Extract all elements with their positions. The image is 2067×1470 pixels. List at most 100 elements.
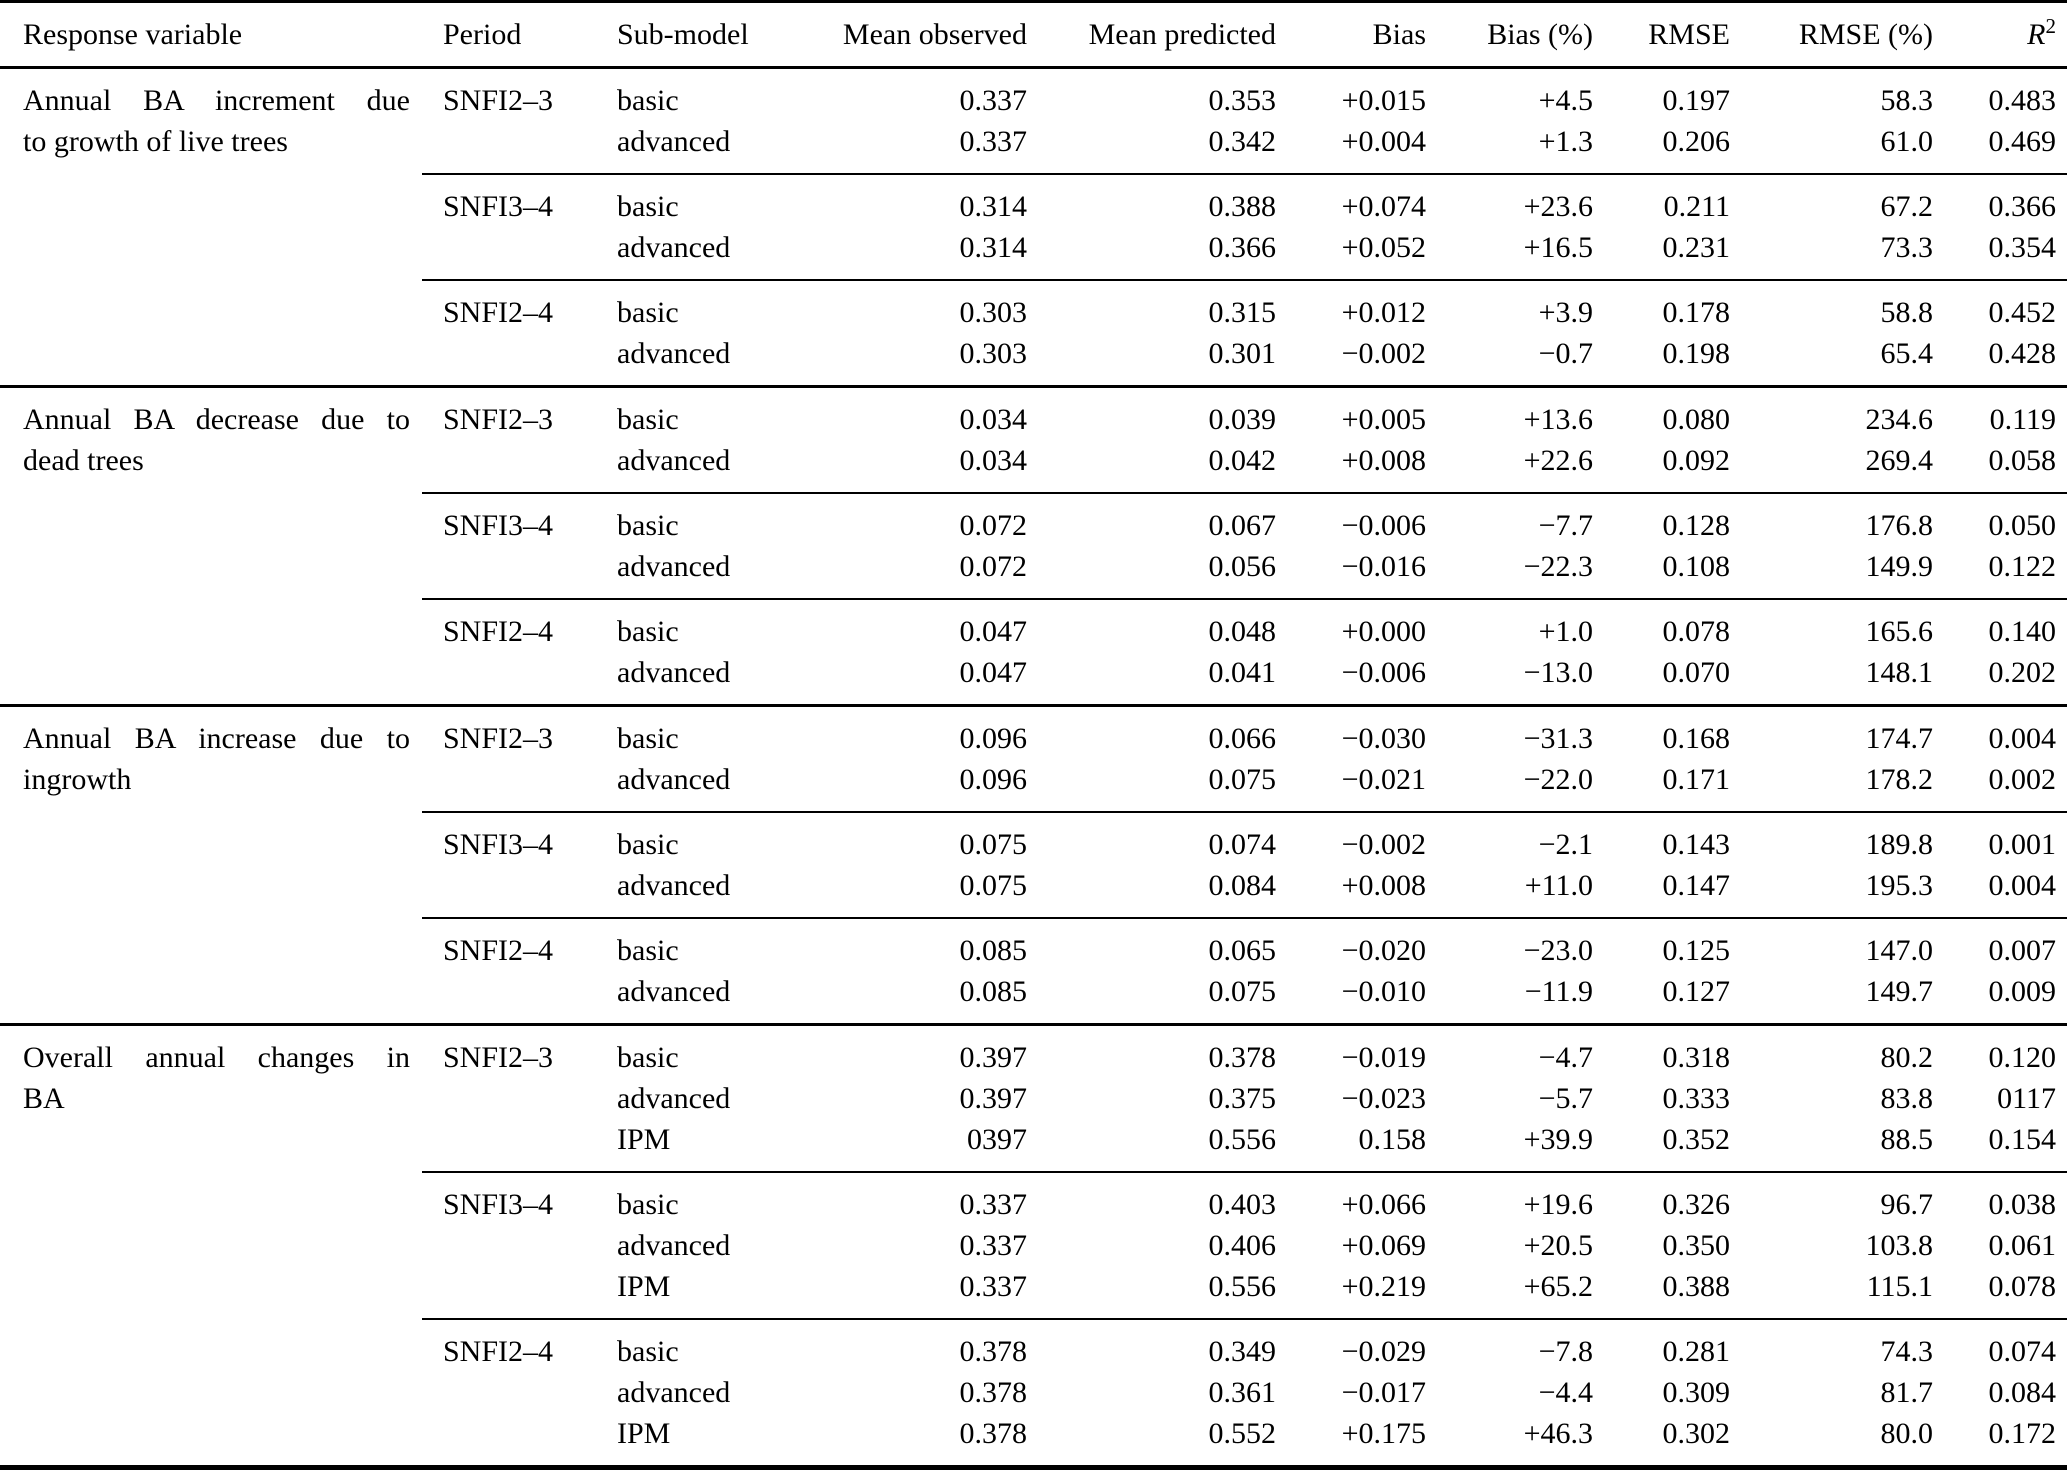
cell-mean-observed: 0.314 bbox=[959, 190, 1028, 223]
table-row: SNFI3–4 basic 0.337 0.403 +0.066 +19.6 0.326 96… bbox=[0, 1184, 2067, 1225]
cell-period bbox=[422, 440, 605, 481]
cell-sub-model: basic bbox=[617, 1335, 679, 1368]
cell-r2: 0.119 bbox=[1989, 403, 2056, 436]
cell-r2: 0.084 bbox=[1988, 1376, 2057, 1409]
header-mean-predicted: Mean predicted bbox=[1088, 18, 1276, 51]
cell-rmse: 0.197 bbox=[1662, 84, 1731, 117]
cell-mean-predicted: 0.042 bbox=[1208, 444, 1277, 477]
response-variable-line: Annual BA increment due bbox=[23, 84, 410, 117]
cell-rmse: 0.125 bbox=[1662, 934, 1731, 967]
cell-response-spacer bbox=[0, 865, 422, 906]
cell-r2: 0.120 bbox=[1988, 1041, 2057, 1074]
cell-mean-predicted: 0.403 bbox=[1208, 1188, 1277, 1221]
cell-rmse-pct: 65.4 bbox=[1880, 337, 1934, 370]
cell-bias: −0.010 bbox=[1341, 975, 1426, 1008]
cell-response-spacer bbox=[0, 227, 422, 268]
cell-bias: +0.004 bbox=[1341, 125, 1426, 158]
cell-rmse-pct: 103.8 bbox=[1865, 1229, 1934, 1262]
period-group: SNFI2–4 basic 0.047 0.048 +0.000 +1.0 0.078 165… bbox=[0, 600, 2067, 704]
cell-response-spacer bbox=[0, 1331, 422, 1372]
cell-period bbox=[422, 121, 605, 162]
cell-response-spacer bbox=[0, 971, 422, 1012]
table-row: SNFI2–4 basic 0.303 0.315 +0.012 +3.9 0.178 58.… bbox=[0, 292, 2067, 333]
cell-bias: −0.020 bbox=[1341, 934, 1426, 967]
cell-bias-pct: −4.4 bbox=[1538, 1376, 1593, 1409]
cell-rmse-pct: 176.8 bbox=[1865, 509, 1934, 542]
period-group: SNFI2–4 basic 0.378 0.349 −0.029 −7.8 0.281 74.… bbox=[0, 1320, 2067, 1465]
table-row: advanced 0.096 0.075 −0.021 −22.0 0.171 178.2 0… bbox=[0, 759, 2067, 800]
cell-response-spacer bbox=[0, 824, 422, 865]
cell-sub-model: basic bbox=[617, 722, 679, 755]
cell-rmse-pct: 165.6 bbox=[1865, 615, 1934, 648]
cell-response-spacer bbox=[0, 1225, 422, 1266]
cell-rmse-pct: 195.3 bbox=[1865, 869, 1934, 902]
cell-period: SNFI3–4 bbox=[443, 509, 554, 542]
cell-response-spacer bbox=[0, 930, 422, 971]
cell-bias: −0.029 bbox=[1341, 1335, 1426, 1368]
cell-response-spacer bbox=[0, 333, 422, 374]
r-squared-base: R bbox=[2027, 18, 2046, 51]
cell-r2: 0.001 bbox=[1988, 828, 2057, 861]
cell-period: SNFI2–4 bbox=[443, 934, 554, 967]
cell-mean-observed: 0.075 bbox=[959, 828, 1028, 861]
cell-r2: 0117 bbox=[1997, 1082, 2056, 1115]
cell-mean-observed: 0.337 bbox=[959, 1229, 1028, 1262]
period-group: SNFI2–3 basic 0.034 0.039 +0.005 +13.6 0.080 23… bbox=[0, 388, 2067, 492]
cell-rmse: 0.178 bbox=[1662, 296, 1731, 329]
table-row: advanced 0.337 0.342 +0.004 +1.3 0.206 61.0 0.4… bbox=[0, 121, 2067, 162]
period-group: SNFI3–4 basic 0.075 0.074 −0.002 −2.1 0.143 189… bbox=[0, 813, 2067, 917]
cell-mean-observed: 0397 bbox=[967, 1123, 1027, 1156]
cell-rmse-pct: 81.7 bbox=[1880, 1376, 1934, 1409]
cell-rmse: 0.333 bbox=[1662, 1082, 1731, 1115]
cell-bias-pct: +3.9 bbox=[1538, 296, 1593, 329]
cell-mean-observed: 0.314 bbox=[959, 231, 1028, 264]
cell-rmse: 0.143 bbox=[1662, 828, 1731, 861]
response-variable-line: BA bbox=[23, 1082, 65, 1115]
r-squared-superscript: 2 bbox=[2045, 14, 2057, 38]
period-group-divider bbox=[422, 1318, 2067, 1320]
cell-sub-model: advanced bbox=[617, 656, 731, 689]
table-row: SNFI3–4 basic 0.072 0.067 −0.006 −7.7 0.128 176… bbox=[0, 505, 2067, 546]
cell-bias-pct: +22.6 bbox=[1523, 444, 1593, 477]
cell-r2: 0.007 bbox=[1988, 934, 2057, 967]
cell-mean-predicted: 0.065 bbox=[1208, 934, 1277, 967]
cell-mean-predicted: 0.361 bbox=[1208, 1376, 1277, 1409]
cell-bias: −0.017 bbox=[1341, 1376, 1426, 1409]
cell-mean-observed: 0.072 bbox=[959, 550, 1028, 583]
cell-rmse: 0.350 bbox=[1662, 1229, 1731, 1262]
table-row: SNFI2–3 basic 0.337 0.353 +0.015 +4.5 0.197 58.… bbox=[0, 80, 2067, 121]
table-row: advanced 0.072 0.056 −0.016 −22.3 0.108 149.9 0… bbox=[0, 546, 2067, 587]
cell-bias: +0.069 bbox=[1341, 1229, 1426, 1262]
period-group: SNFI2–3 basic 0.096 0.066 −0.030 −31.3 0.168 17… bbox=[0, 707, 2067, 811]
table-row: advanced 0.085 0.075 −0.010 −11.9 0.127 149.7 0… bbox=[0, 971, 2067, 1012]
cell-r2: 0.354 bbox=[1988, 231, 2057, 264]
cell-mean-observed: 0.047 bbox=[959, 656, 1028, 689]
table-row: SNFI2–4 basic 0.378 0.349 −0.029 −7.8 0.281 74.… bbox=[0, 1331, 2067, 1372]
cell-sub-model: advanced bbox=[617, 337, 731, 370]
cell-rmse: 0.168 bbox=[1662, 722, 1731, 755]
cell-bias-pct: +23.6 bbox=[1523, 190, 1593, 223]
cell-rmse: 0.302 bbox=[1662, 1417, 1731, 1450]
header-r-squared: R2 bbox=[1933, 3, 2067, 66]
table-row: advanced 0.314 0.366 +0.052 +16.5 0.231 73.3 0.… bbox=[0, 227, 2067, 268]
cell-sub-model: basic bbox=[617, 1041, 679, 1074]
cell-r2: 0.004 bbox=[1988, 722, 2057, 755]
cell-rmse-pct: 234.6 bbox=[1865, 403, 1934, 436]
cell-bias-pct: −4.7 bbox=[1538, 1041, 1593, 1074]
cell-bias: +0.008 bbox=[1341, 444, 1426, 477]
cell-bias: −0.016 bbox=[1341, 550, 1426, 583]
table-row: SNFI2–3 basic 0.034 0.039 +0.005 +13.6 0.080 23… bbox=[0, 399, 2067, 440]
cell-rmse: 0.078 bbox=[1662, 615, 1731, 648]
cell-bias-pct: −5.7 bbox=[1538, 1082, 1593, 1115]
cell-sub-model: advanced bbox=[617, 1376, 731, 1409]
cell-sub-model: advanced bbox=[617, 444, 731, 477]
cell-bias: +0.074 bbox=[1341, 190, 1426, 223]
cell-rmse-pct: 174.7 bbox=[1865, 722, 1934, 755]
table-row: SNFI3–4 basic 0.314 0.388 +0.074 +23.6 0.211 67… bbox=[0, 186, 2067, 227]
header-period: Period bbox=[443, 18, 522, 51]
cell-mean-predicted: 0.315 bbox=[1208, 296, 1277, 329]
cell-r2: 0.061 bbox=[1988, 1229, 2057, 1262]
cell-sub-model: IPM bbox=[617, 1123, 671, 1156]
cell-mean-predicted: 0.375 bbox=[1208, 1082, 1277, 1115]
cell-mean-predicted: 0.075 bbox=[1208, 763, 1277, 796]
